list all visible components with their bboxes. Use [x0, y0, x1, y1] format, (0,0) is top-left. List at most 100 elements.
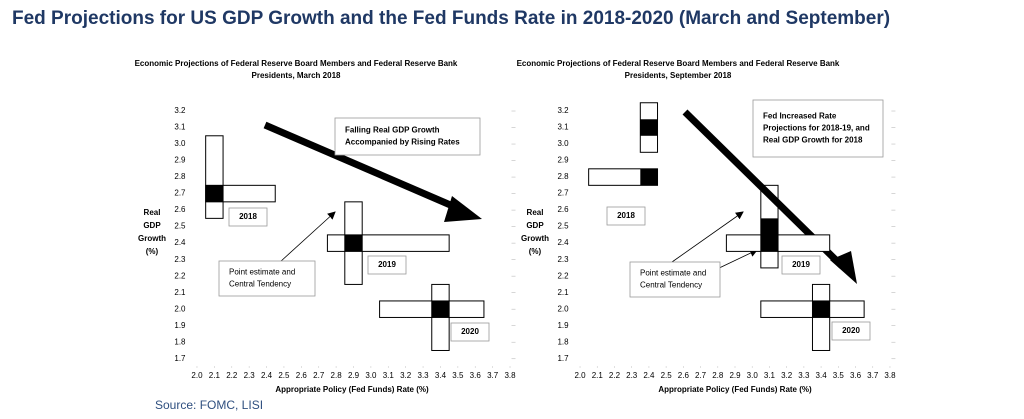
annotation-text: Central Tendency — [229, 280, 291, 289]
y-tick-label: 2.1 — [557, 288, 569, 297]
annotation-text: Fed Increased Rate — [763, 112, 837, 121]
x-tick-label: 3.3 — [418, 371, 430, 380]
year-label: 2019 — [792, 260, 810, 269]
year-label: 2018 — [239, 212, 257, 221]
y-tick-label: 2.4 — [174, 238, 186, 247]
x-tick-label: 3.5 — [833, 371, 845, 380]
y-tick-label: 2.0 — [557, 304, 569, 313]
point-estimate — [431, 300, 450, 318]
point-estimate — [205, 185, 224, 202]
x-tick-label: 2.1 — [209, 371, 221, 380]
annotation-box — [752, 99, 884, 158]
point-estimate — [344, 234, 363, 252]
y-tick-label: 2.8 — [557, 172, 569, 181]
y-range-box — [811, 283, 831, 351]
pointer-arrow — [714, 249, 758, 271]
panel-title: Economic Projections of Federal Reserve … — [517, 59, 840, 68]
point-estimate — [760, 218, 779, 252]
x-tick-label: 3.1 — [383, 371, 395, 380]
annotation-text: Projections for 2018-19, and — [763, 124, 870, 133]
x-axis-label: Appropriate Policy (Fed Funds) Rate (%) — [275, 385, 429, 394]
y-tick-label: 2.7 — [174, 189, 186, 198]
y-tick-label: 1.7 — [557, 354, 569, 363]
y-tick-label: 3.2 — [174, 106, 186, 115]
y-tick-label: 1.8 — [557, 337, 569, 346]
y-axis-label: Real — [527, 208, 544, 217]
y-tick-label: 2.8 — [174, 172, 186, 181]
annotation-box — [629, 261, 721, 298]
x-tick-label: 2.2 — [609, 371, 621, 380]
year-label: 2020 — [461, 327, 479, 336]
x-tick-label: 2.3 — [626, 371, 638, 380]
x-tick-label: 3.8 — [504, 371, 516, 380]
annotation-text: Point estimate and — [229, 268, 295, 277]
y-axis-label: Real — [144, 208, 161, 217]
x-tick-label: 2.4 — [261, 371, 273, 380]
y-tick-label: 3.0 — [557, 139, 569, 148]
panel-title: Presidents, September 2018 — [625, 71, 732, 80]
y-tick-label: 2.5 — [174, 222, 186, 231]
year-label-box — [367, 255, 407, 275]
x-tick-label: 3.7 — [867, 371, 879, 380]
y-tick-label: 1.8 — [174, 337, 186, 346]
y-tick-label: 2.2 — [557, 271, 569, 280]
annotation-box — [218, 260, 316, 297]
year-label-box — [831, 321, 871, 341]
source: Source: FOMC, LISI — [155, 398, 263, 412]
y-tick-label: 2.0 — [174, 304, 186, 313]
x-tick-label: 3.4 — [816, 371, 828, 380]
x-tick-label: 3.0 — [747, 371, 759, 380]
y-tick-label: 2.6 — [174, 205, 186, 214]
x-tick-label: 3.2 — [400, 371, 412, 380]
y-tick-label: 2.3 — [557, 255, 569, 264]
annotation-text: Accompanied by Rising Rates — [345, 138, 460, 147]
point-estimate — [640, 168, 658, 186]
y-axis-label: (%) — [529, 247, 542, 256]
y-axis-label: (%) — [146, 247, 159, 256]
x-tick-label: 3.6 — [470, 371, 482, 380]
x-tick-label: 3.8 — [884, 371, 896, 380]
year-label-box — [450, 322, 490, 342]
year-label-box — [228, 207, 268, 227]
x-tick-label: 3.7 — [487, 371, 499, 380]
x-tick-label: 3.1 — [764, 371, 776, 380]
y-tick-label: 1.9 — [557, 321, 569, 330]
y-tick-label: 1.7 — [174, 354, 186, 363]
annotation-text: Central Tendency — [640, 281, 702, 290]
trend-arrow — [263, 121, 464, 214]
x-tick-label: 2.8 — [331, 371, 343, 380]
y-range-box — [431, 283, 450, 351]
y-tick-label: 2.6 — [557, 205, 569, 214]
y-tick-label: 3.2 — [557, 106, 569, 115]
panel-title: Presidents, March 2018 — [252, 71, 341, 80]
pointer-arrow — [279, 211, 336, 263]
trend-arrowhead — [830, 251, 857, 284]
x-tick-label: 3.5 — [452, 371, 464, 380]
x-tick-label: 2.6 — [296, 371, 308, 380]
y-range-box — [205, 135, 224, 219]
y-tick-label: 2.5 — [557, 222, 569, 231]
y-tick-label: 3.0 — [174, 139, 186, 148]
y-tick-label: 3.1 — [174, 123, 186, 132]
pointer-arrow — [671, 211, 744, 263]
y-axis-label: GDP — [143, 221, 161, 230]
y-tick-label: 2.2 — [174, 271, 186, 280]
y-tick-label: 2.4 — [557, 238, 569, 247]
year-label: 2020 — [842, 326, 860, 335]
x-tick-label: 2.2 — [226, 371, 238, 380]
year-label-box — [606, 206, 646, 226]
x-tick-label: 2.0 — [574, 371, 586, 380]
annotation-text: Falling Real GDP Growth — [345, 126, 440, 135]
y-tick-label: 1.9 — [174, 321, 186, 330]
y-tick-label: 3.1 — [557, 123, 569, 132]
year-label: 2019 — [378, 260, 396, 269]
annotation-text: Point estimate and — [640, 269, 706, 278]
y-axis-label: GDP — [526, 221, 544, 230]
x-tick-label: 2.9 — [348, 371, 360, 380]
y-tick-label: 2.9 — [174, 156, 186, 165]
panel-title: Economic Projections of Federal Reserve … — [135, 59, 458, 68]
x-tick-label: 2.1 — [592, 371, 604, 380]
point-estimate — [812, 300, 830, 318]
x-axis-label: Appropriate Policy (Fed Funds) Rate (%) — [658, 385, 812, 394]
